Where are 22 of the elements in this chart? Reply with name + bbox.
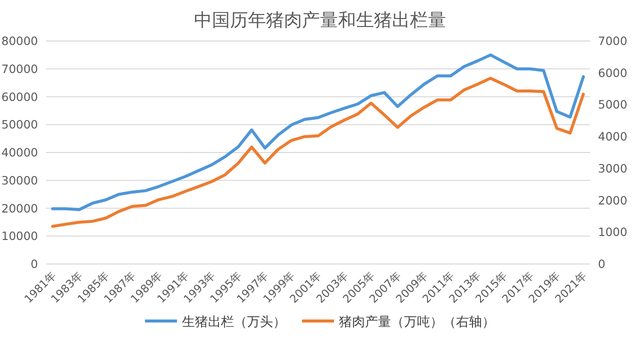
y2-tick-label: 3000 bbox=[598, 161, 628, 176]
y-tick-label: 50000 bbox=[1, 118, 38, 132]
y2-tick-label: 2000 bbox=[598, 193, 628, 208]
y-tick-label: 20000 bbox=[1, 201, 38, 216]
y2-tick-label: 4000 bbox=[598, 130, 628, 144]
y-tick-label: 10000 bbox=[1, 229, 38, 244]
y2-tick-label: 1000 bbox=[598, 225, 628, 240]
y-tick-label: 60000 bbox=[1, 90, 38, 104]
line-series bbox=[51, 76, 585, 228]
y-tick-label: 70000 bbox=[1, 62, 38, 76]
y2-tick-label: 0 bbox=[598, 257, 606, 271]
chart-title: 中国历年猪肉产量和生猪出栏量 bbox=[194, 10, 446, 30]
y2-tick-label: 6000 bbox=[598, 66, 628, 80]
y2-tick-label: 7000 bbox=[598, 34, 628, 48]
legend-label: 生猪出栏（万头） bbox=[182, 315, 286, 330]
y-tick-label: 0 bbox=[30, 257, 38, 271]
y-tick-label: 80000 bbox=[1, 34, 38, 48]
y2-tick-label: 5000 bbox=[598, 98, 628, 112]
y-tick-label: 40000 bbox=[1, 146, 38, 160]
legend-label: 猪肉产量（万吨）（右轴） bbox=[339, 315, 495, 330]
line-series bbox=[51, 53, 585, 212]
y-tick-label: 30000 bbox=[1, 173, 38, 188]
